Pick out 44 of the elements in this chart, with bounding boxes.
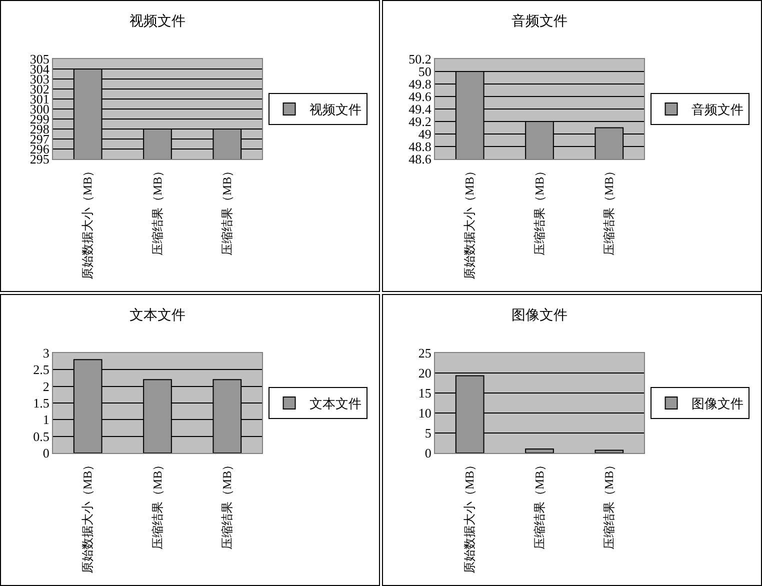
y-tick-label: 3 bbox=[42, 346, 50, 361]
legend-label: 文本文件 bbox=[309, 396, 362, 412]
y-tick-label: 5 bbox=[424, 426, 432, 441]
y-tick-label: 49.8 bbox=[408, 76, 432, 92]
x-tick-label: 压缩结果（MB） bbox=[602, 458, 616, 550]
x-tick-label: 原始数据大小（MB） bbox=[462, 458, 477, 574]
y-tick-label: 1.5 bbox=[33, 396, 50, 411]
y-tick-label: 2 bbox=[42, 378, 50, 394]
x-tick-label: 原始数据大小（MB） bbox=[462, 164, 477, 280]
x-tick-label: 压缩结果（MB） bbox=[220, 164, 234, 256]
y-tick-label: 49 bbox=[418, 126, 432, 142]
x-tick-label: 压缩结果（MB） bbox=[532, 164, 546, 256]
y-tick-label: 20 bbox=[418, 366, 432, 381]
y-tick-label: 50 bbox=[418, 64, 432, 80]
y-tick-label: 2.5 bbox=[33, 362, 50, 378]
chart-title: 音频文件 bbox=[512, 13, 568, 30]
y-tick-label: 50.2 bbox=[408, 52, 432, 67]
y-tick-label: 1 bbox=[42, 412, 50, 428]
y-tick-label: 0 bbox=[424, 446, 432, 461]
legend-label: 图像文件 bbox=[691, 396, 744, 412]
x-tick-label: 压缩结果（MB） bbox=[220, 458, 234, 550]
y-tick-label: 49.6 bbox=[408, 89, 432, 104]
legend-label: 音频文件 bbox=[691, 102, 744, 118]
bar bbox=[594, 450, 624, 453]
chart-title: 文本文件 bbox=[130, 307, 186, 324]
x-tick-label: 压缩结果（MB） bbox=[602, 164, 616, 256]
x-tick-label: 压缩结果（MB） bbox=[150, 164, 164, 256]
x-tick-label: 压缩结果（MB） bbox=[150, 458, 164, 550]
chart-title: 视频文件 bbox=[130, 13, 186, 30]
y-tick-label: 49.4 bbox=[408, 102, 432, 117]
legend-label: 视频文件 bbox=[309, 102, 362, 118]
y-tick-label: 0 bbox=[42, 446, 50, 461]
y-tick-label: 10 bbox=[418, 406, 432, 421]
bar bbox=[525, 448, 554, 453]
y-tick-label: 49.2 bbox=[408, 114, 432, 130]
chart-title: 图像文件 bbox=[512, 307, 568, 324]
x-tick-label: 压缩结果（MB） bbox=[532, 458, 546, 550]
y-tick-label: 25 bbox=[418, 346, 432, 361]
y-tick-label: 48.8 bbox=[408, 139, 432, 154]
y-tick-label: 15 bbox=[418, 386, 432, 401]
y-tick-label: 0.5 bbox=[33, 428, 50, 444]
x-tick-label: 原始数据大小（MB） bbox=[80, 164, 95, 280]
y-tick-label: 48.6 bbox=[408, 152, 432, 167]
x-tick-label: 原始数据大小（MB） bbox=[80, 458, 95, 574]
